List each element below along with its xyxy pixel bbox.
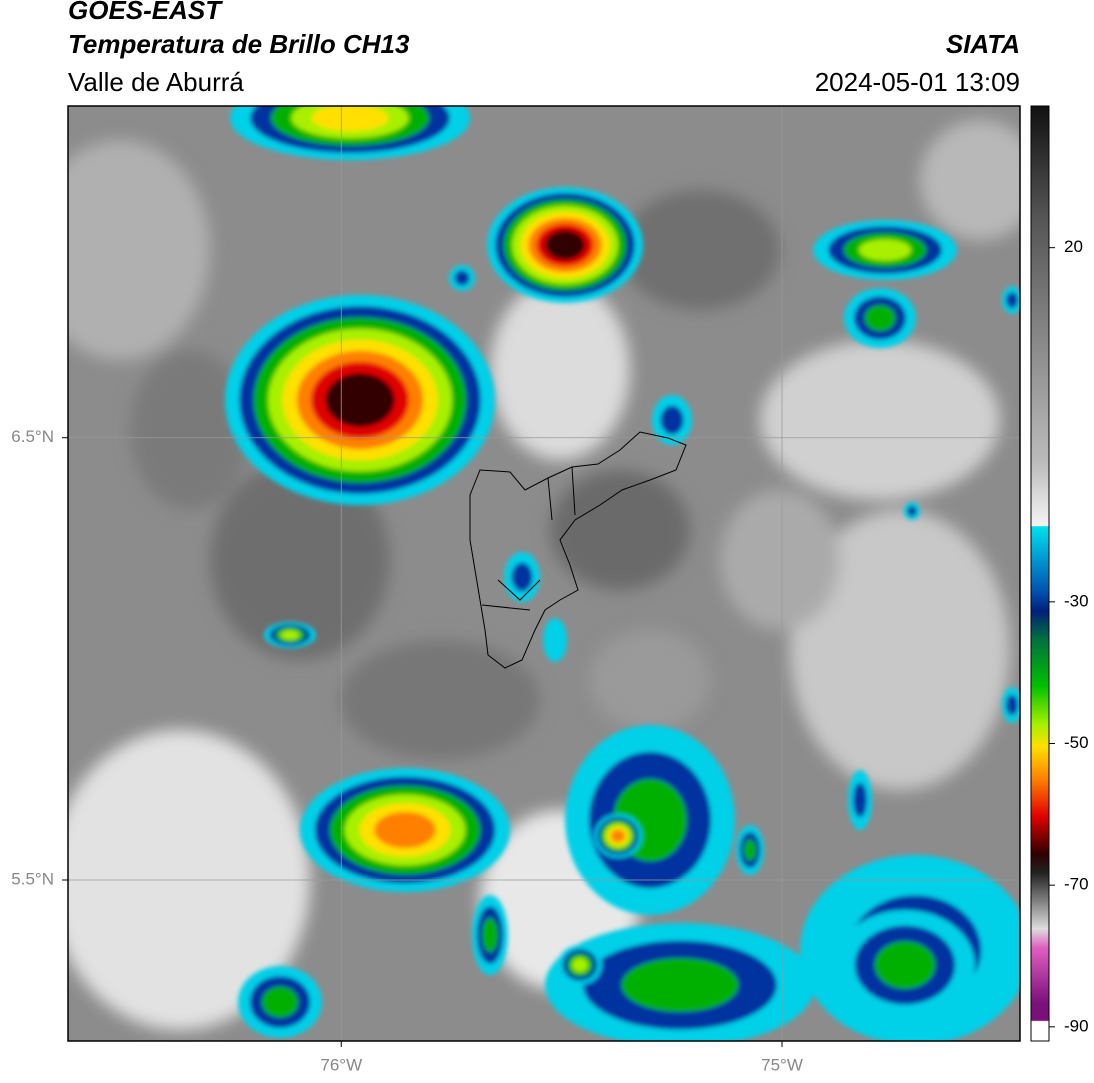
y-tick-label: 6.5°N — [11, 427, 54, 446]
municipal-boundaries — [469, 431, 687, 669]
colorbar-tick-label: 20 — [1064, 237, 1083, 256]
cloud-level — [611, 829, 625, 843]
cloud-level — [1006, 694, 1018, 716]
cloud-level — [874, 941, 936, 989]
colorbar-tick-label: -50 — [1064, 733, 1089, 752]
convective-cells — [225, 106, 1020, 1041]
cloud-level — [543, 618, 567, 662]
colorbar-tick-label: -70 — [1064, 875, 1089, 894]
datetime: 2024-05-01 13:09 — [815, 67, 1020, 97]
cloud-level — [572, 957, 588, 973]
plot-frame — [67, 105, 1021, 1042]
cloud-level — [621, 958, 739, 1012]
cloud-level — [511, 562, 533, 592]
colorbar-tick-label: -30 — [1064, 591, 1089, 610]
cloud-level — [280, 630, 300, 640]
colorbar — [1030, 105, 1050, 1042]
x-tick-label: 75°W — [761, 1055, 803, 1074]
subtitle: Temperatura de Brillo CH13 — [68, 29, 410, 59]
cloud-level — [1006, 291, 1018, 309]
cloud-level — [325, 373, 395, 427]
cloud-level — [743, 839, 757, 861]
y-tick-label: 5.5°N — [11, 869, 54, 888]
cloud-level — [374, 811, 436, 849]
imagery — [68, 106, 1020, 1041]
cloud-level — [454, 270, 470, 286]
title: GOES-EAST — [68, 0, 223, 25]
cloud-level — [864, 305, 896, 331]
cloud-level — [261, 986, 299, 1018]
colorbar-tick-label: -90 — [1064, 1016, 1089, 1035]
cloud-level — [907, 505, 917, 517]
x-tick-label: 76°W — [320, 1055, 362, 1074]
region: Valle de Aburrá — [68, 67, 244, 97]
colorbar-ticks: 20 -30 -50 -70 -90 — [1049, 237, 1089, 1035]
cloud-level — [853, 782, 867, 818]
cloud-level — [858, 239, 912, 261]
cloud-level — [311, 106, 389, 132]
cloud-level — [660, 405, 684, 435]
graticule — [68, 106, 1020, 1041]
cloud-level — [545, 230, 585, 260]
source: SIATA — [946, 29, 1020, 59]
cloud-level — [482, 917, 498, 953]
